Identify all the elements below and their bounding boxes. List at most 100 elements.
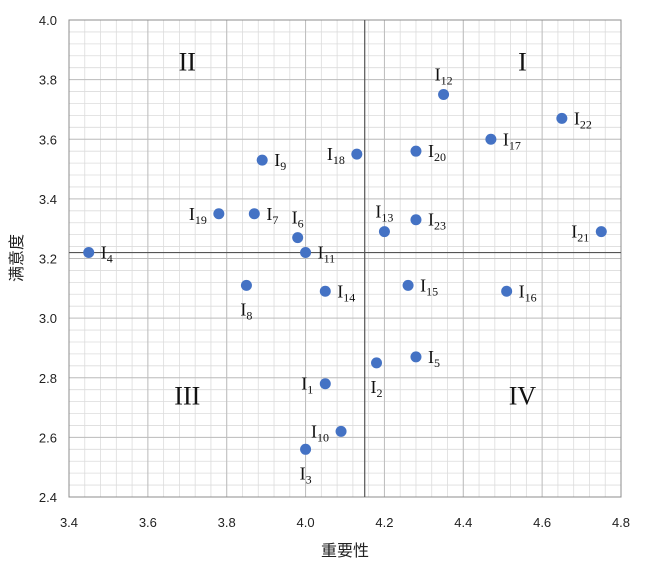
point-label-main: I	[428, 347, 434, 367]
reference-lines	[69, 20, 621, 497]
y-tick-label: 2.4	[39, 490, 57, 505]
data-point	[319, 285, 331, 297]
point-label-subscript: 10	[317, 430, 329, 444]
x-tick-label: 4.4	[454, 515, 472, 530]
quadrant-label: III	[174, 382, 200, 411]
point-label-subscript: 11	[324, 252, 336, 266]
x-tick-label: 4.8	[612, 515, 630, 530]
point-label: I12	[435, 65, 453, 88]
data-point	[485, 133, 497, 145]
point-label-main: I	[574, 108, 580, 128]
y-tick-label: 2.8	[39, 371, 57, 386]
point-label-subscript: 2	[377, 386, 383, 400]
x-tick-label: 4.6	[533, 515, 551, 530]
data-point	[319, 378, 331, 390]
point-label: I4	[101, 243, 113, 266]
point-label: I10	[311, 421, 329, 444]
point-label-main: I	[375, 202, 381, 222]
data-point	[248, 208, 260, 220]
point-label-main: I	[292, 208, 298, 228]
point-label-main: I	[327, 144, 333, 164]
point-label: I16	[519, 281, 537, 304]
y-tick-label: 3.8	[39, 73, 57, 88]
y-tick-label: 3.6	[39, 132, 57, 147]
point-label-main: I	[274, 150, 280, 170]
point-label-subscript: 1	[307, 383, 313, 397]
point-label: I22	[574, 108, 592, 131]
data-point	[300, 247, 312, 259]
data-point	[256, 154, 268, 166]
data-point	[410, 214, 422, 226]
point-label-main: I	[371, 377, 377, 397]
point-label-main: I	[428, 210, 434, 230]
point-label: I23	[428, 210, 446, 233]
point-label-main: I	[420, 275, 426, 295]
quadrant-label: II	[179, 48, 196, 77]
point-label: I13	[375, 202, 393, 225]
point-label: I8	[240, 299, 252, 322]
data-point	[556, 112, 568, 124]
point-label-main: I	[571, 222, 577, 242]
point-label-subscript: 17	[509, 138, 521, 152]
point-label-subscript: 6	[298, 217, 304, 231]
point-label-subscript: 20	[434, 150, 446, 164]
point-label: I11	[318, 243, 336, 266]
x-tick-label: 3.8	[218, 515, 236, 530]
data-point	[213, 208, 225, 220]
point-label-main: I	[301, 374, 307, 394]
y-tick-label: 2.6	[39, 430, 57, 445]
y-tick-label: 3.2	[39, 252, 57, 267]
point-label-subscript: 12	[441, 74, 453, 88]
point-label: I9	[274, 150, 286, 173]
point-label: I19	[189, 204, 207, 227]
point-label-subscript: 14	[343, 290, 355, 304]
point-label-subscript: 8	[246, 308, 252, 322]
quadrant-label: IV	[509, 382, 537, 411]
data-point	[501, 285, 513, 297]
point-label-main: I	[337, 281, 343, 301]
point-label-main: I	[318, 243, 324, 263]
point-label-main: I	[189, 204, 195, 224]
data-point	[410, 145, 422, 157]
data-point	[300, 443, 312, 455]
data-point	[371, 357, 383, 369]
point-label: I7	[266, 204, 278, 227]
point-label: I6	[292, 208, 304, 231]
point-label: I20	[428, 141, 446, 164]
point-label-main: I	[300, 463, 306, 483]
data-point	[83, 247, 95, 259]
point-label-main: I	[519, 281, 525, 301]
data-point	[438, 89, 450, 101]
y-tick-label: 3.0	[39, 311, 57, 326]
point-label: I1	[301, 374, 313, 397]
point-label: I3	[300, 463, 312, 486]
point-label-subscript: 13	[381, 211, 393, 225]
plot-border	[68, 19, 622, 498]
data-point	[240, 279, 252, 291]
point-label-main: I	[101, 243, 107, 263]
point-label-subscript: 21	[577, 231, 589, 245]
point-label-subscript: 16	[525, 290, 537, 304]
point-label-subscript: 9	[280, 159, 286, 173]
x-tick-label: 3.6	[139, 515, 157, 530]
point-label-main: I	[503, 129, 509, 149]
point-label-subscript: 4	[107, 252, 113, 266]
point-label: I5	[428, 347, 440, 370]
point-label-main: I	[311, 421, 317, 441]
point-label-subscript: 5	[434, 356, 440, 370]
point-label: I15	[420, 275, 438, 298]
data-point	[402, 279, 414, 291]
data-point	[351, 148, 363, 160]
point-label-main: I	[240, 299, 246, 319]
data-point	[292, 232, 304, 244]
x-tick-label: 3.4	[60, 515, 78, 530]
point-label-subscript: 3	[306, 472, 312, 486]
point-label-subscript: 22	[580, 117, 592, 131]
point-label: I2	[371, 377, 383, 400]
point-label-subscript: 7	[272, 213, 278, 227]
y-axis-ticks: 2.4 2.6 2.8 3.0 3.2 3.4 3.6 3.8 4.0	[39, 13, 57, 505]
data-point	[410, 351, 422, 363]
